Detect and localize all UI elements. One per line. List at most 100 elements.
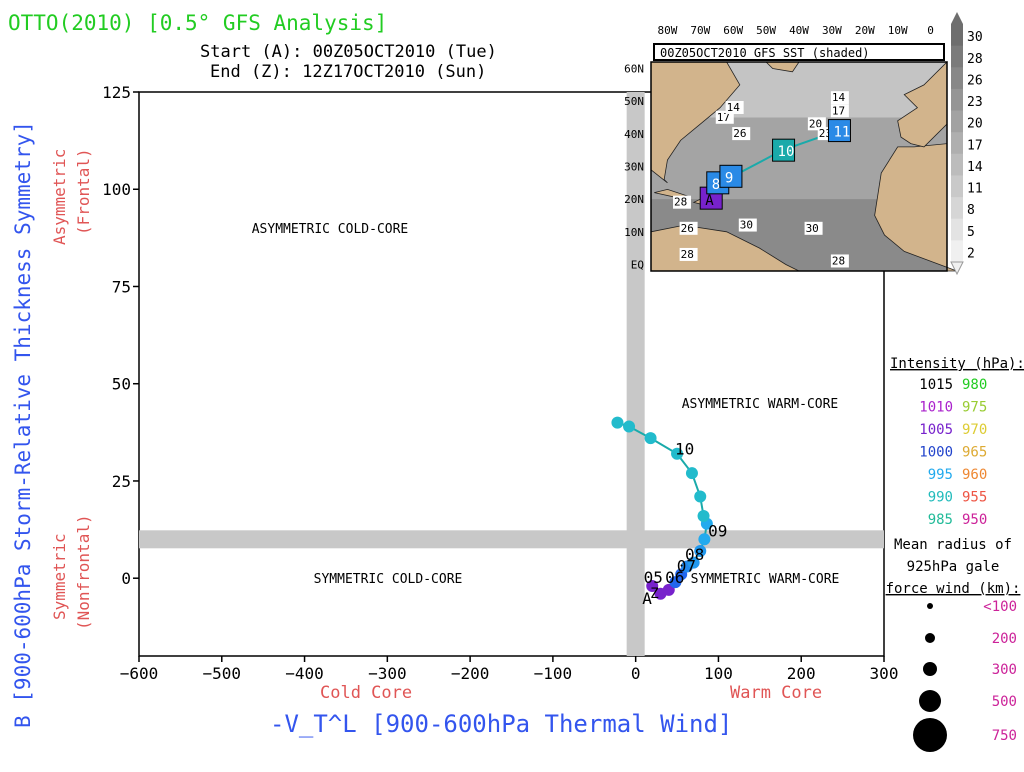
inset-frame	[650, 61, 948, 272]
contour-label-bg	[830, 91, 849, 105]
quadrant-sym-warm: SYMMETRIC WARM-CORE	[691, 572, 840, 587]
track-point	[644, 432, 657, 445]
day-label: 09	[708, 521, 727, 540]
colorbar-segment	[951, 175, 963, 198]
colorbar-label: 14	[967, 160, 983, 175]
radius-legend-label: 300	[992, 662, 1017, 678]
radius-legend-dot	[913, 718, 947, 752]
contour-label: 26	[733, 127, 746, 140]
inset-lon-label: 10W	[888, 24, 908, 37]
contour-label: 28	[674, 196, 687, 209]
intensity-legend-value: 975	[962, 400, 987, 416]
colorbar-segment	[951, 110, 963, 133]
intensity-legend-value: 955	[962, 490, 987, 506]
intensity-legend-value: 1005	[919, 422, 953, 438]
quadrant-sym-cold: SYMMETRIC COLD-CORE	[314, 572, 463, 587]
x-axis-label: -V_T^L [900-600hPa Thermal Wind]	[270, 710, 732, 738]
inset-title: 00Z05OCT2010 GFS SST (shaded)	[660, 46, 870, 60]
contour-label: 28	[832, 254, 845, 267]
colorbar-segment	[951, 24, 963, 47]
intensity-legend-value: 965	[962, 445, 987, 461]
y-tick-label: 25	[112, 472, 131, 491]
radius-legend-title: force wind (km):	[886, 581, 1021, 597]
radius-legend-dot	[927, 603, 933, 609]
x-tick-label: 300	[870, 664, 899, 683]
inset-day-label: 10	[778, 144, 795, 160]
contour-label-bg	[738, 218, 757, 232]
intensity-legend-value: 950	[962, 512, 987, 528]
colorbar-label: 23	[967, 95, 983, 110]
start-time: Start (A): 00Z05OCT2010 (Tue)	[200, 42, 497, 62]
day-label: 10	[675, 440, 694, 459]
colorbar-label: 30	[967, 30, 983, 45]
x-tick-label: 100	[704, 664, 733, 683]
intensity-legend-value: 1010	[919, 400, 953, 416]
contour-label: 28	[681, 248, 694, 261]
intensity-legend-value: 1000	[919, 445, 953, 461]
y-tick-label: 125	[102, 83, 131, 102]
inset-lon-label: 70W	[690, 24, 710, 37]
inset-day-box	[772, 138, 796, 162]
colorbar-label: 28	[967, 52, 983, 67]
intensity-legend-value: 985	[928, 512, 953, 528]
colorbar-segment	[951, 132, 963, 155]
inset-lat-label: 50N	[624, 95, 644, 108]
colorbar-bottom-arrow	[950, 261, 964, 276]
contour-label: 17	[832, 104, 845, 117]
inset-day-box	[827, 119, 851, 143]
x-side-label-left: Cold Core	[320, 683, 412, 703]
contour-label-bg	[830, 104, 849, 118]
radius-legend-dot	[919, 690, 941, 712]
intensity-legend-title: Intensity (hPa):	[890, 356, 1024, 372]
colorbar-segment	[951, 45, 963, 68]
colorbar-label: 11	[967, 182, 983, 197]
inset-day-label: 8	[712, 177, 720, 193]
x-tick-label: 200	[787, 664, 816, 683]
inset-lon-label: 80W	[658, 24, 678, 37]
quadrant-asym-cold: ASYMMETRIC COLD-CORE	[252, 222, 409, 237]
contour-label-bg	[807, 117, 826, 131]
track-point	[611, 416, 624, 429]
x-tick-label: −600	[120, 664, 159, 683]
x-tick-label: −200	[451, 664, 490, 683]
colorbar-segment	[951, 153, 963, 176]
contour-label: 20	[809, 117, 822, 130]
colorbar-segment	[951, 88, 963, 112]
x-side-label-right: Warm Core	[730, 683, 822, 703]
contour-label: 30	[740, 219, 753, 232]
end-marker: Z	[650, 586, 658, 602]
colorbar-label: 8	[967, 203, 975, 218]
crosshair-vertical	[626, 92, 645, 656]
contour-label-bg	[732, 127, 751, 141]
inset-day-box	[719, 164, 743, 188]
inset-lon-label: 0	[927, 24, 934, 37]
radius-legend-label: 200	[992, 631, 1017, 647]
end-time: End (Z): 12Z17OCT2010 (Sun)	[210, 62, 486, 82]
contour-label: 26	[681, 222, 694, 235]
colorbar-label: 26	[967, 73, 983, 88]
intensity-legend-value: 990	[928, 490, 953, 506]
contour-label: 14	[727, 101, 741, 114]
contour-label-bg	[830, 254, 849, 268]
track-point	[671, 447, 684, 460]
inset-lat-label: 40N	[624, 128, 644, 141]
y-tick-label: 50	[112, 375, 131, 394]
intensity-legend-value: 970	[962, 422, 987, 438]
crosshair-horizontal	[139, 530, 884, 549]
inset-lat-label: 60N	[624, 63, 644, 76]
day-label: 08	[685, 545, 704, 564]
intensity-legend: Intensity (hPa): 1015 980 1010 975 1005 970 100…	[890, 356, 1024, 528]
track-point	[694, 490, 707, 503]
y-side-label-bottom-2: (Nonfrontal)	[74, 514, 93, 630]
radius-legend: Mean radius of 925hPa gale force wind (km)…	[886, 537, 1021, 752]
figure-title: OTTO(2010) [0.5° GFS Analysis]	[8, 11, 387, 35]
y-side-label-top-2: (Frontal)	[74, 148, 93, 235]
inset-lon-label: 20W	[855, 24, 875, 37]
track-point	[623, 420, 636, 433]
radius-legend-label: <100	[983, 599, 1017, 615]
inset-day-label: 11	[833, 125, 850, 141]
x-tick-label: −300	[368, 664, 407, 683]
radius-legend-dot	[923, 662, 937, 676]
day-label: 06	[665, 568, 684, 587]
